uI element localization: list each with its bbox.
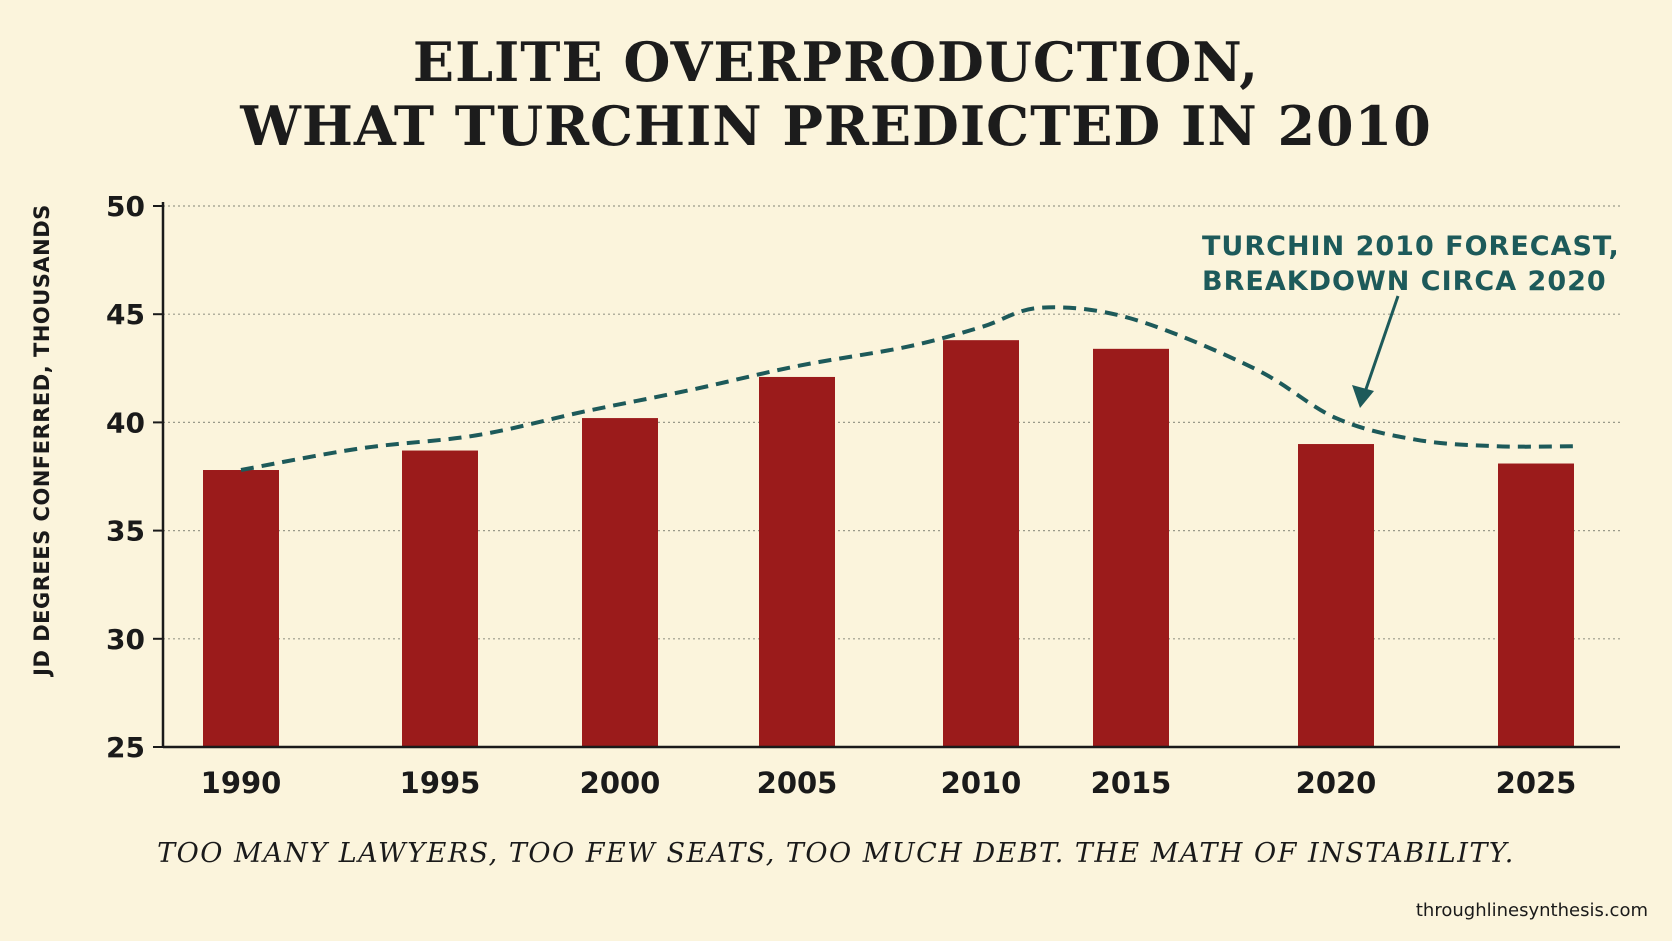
y-tick-label: 40 <box>106 406 145 439</box>
y-tick-label: 50 <box>106 190 145 223</box>
chart-subtitle: TOO MANY LAWYERS, TOO FEW SEATS, TOO MUC… <box>157 838 1515 869</box>
forecast-annotation-line: BREAKDOWN CIRCA 2020 <box>1202 266 1607 297</box>
forecast-annotation-line: TURCHIN 2010 FORECAST, <box>1202 231 1620 262</box>
chart-title: ELITE OVERPRODUCTION, WHAT TURCHIN PREDI… <box>0 30 1672 158</box>
y-tick-label: 25 <box>106 731 145 764</box>
y-tick-label: 35 <box>106 515 145 548</box>
bar <box>1093 348 1169 747</box>
chart-title-line-2: WHAT TURCHIN PREDICTED IN 2010 <box>240 94 1432 158</box>
bar <box>203 470 279 747</box>
bar <box>582 418 658 747</box>
x-tick-label: 2005 <box>757 766 838 800</box>
bar <box>1298 444 1374 747</box>
x-tick-label: 1990 <box>201 766 282 800</box>
x-tick-label: 1995 <box>400 766 481 800</box>
y-tick-label: 30 <box>106 623 145 656</box>
bar <box>943 340 1019 747</box>
bar <box>402 450 478 747</box>
annotation-arrow-shaft <box>1363 295 1400 393</box>
y-tick-label: 45 <box>106 298 145 331</box>
x-tick-label: 2010 <box>941 766 1022 800</box>
x-tick-label: 2015 <box>1091 766 1172 800</box>
forecast-line <box>240 305 1577 472</box>
bar <box>1498 463 1574 747</box>
x-tick-label: 2000 <box>580 766 661 800</box>
x-tick-label: 2025 <box>1496 766 1577 800</box>
bar <box>759 376 835 747</box>
annotation-arrow-head <box>1352 385 1374 408</box>
source-credit: throughlinesynthesis.com <box>1415 900 1648 921</box>
x-tick-label: 2020 <box>1296 766 1377 800</box>
chart-title-line-1: ELITE OVERPRODUCTION, <box>412 30 1260 94</box>
